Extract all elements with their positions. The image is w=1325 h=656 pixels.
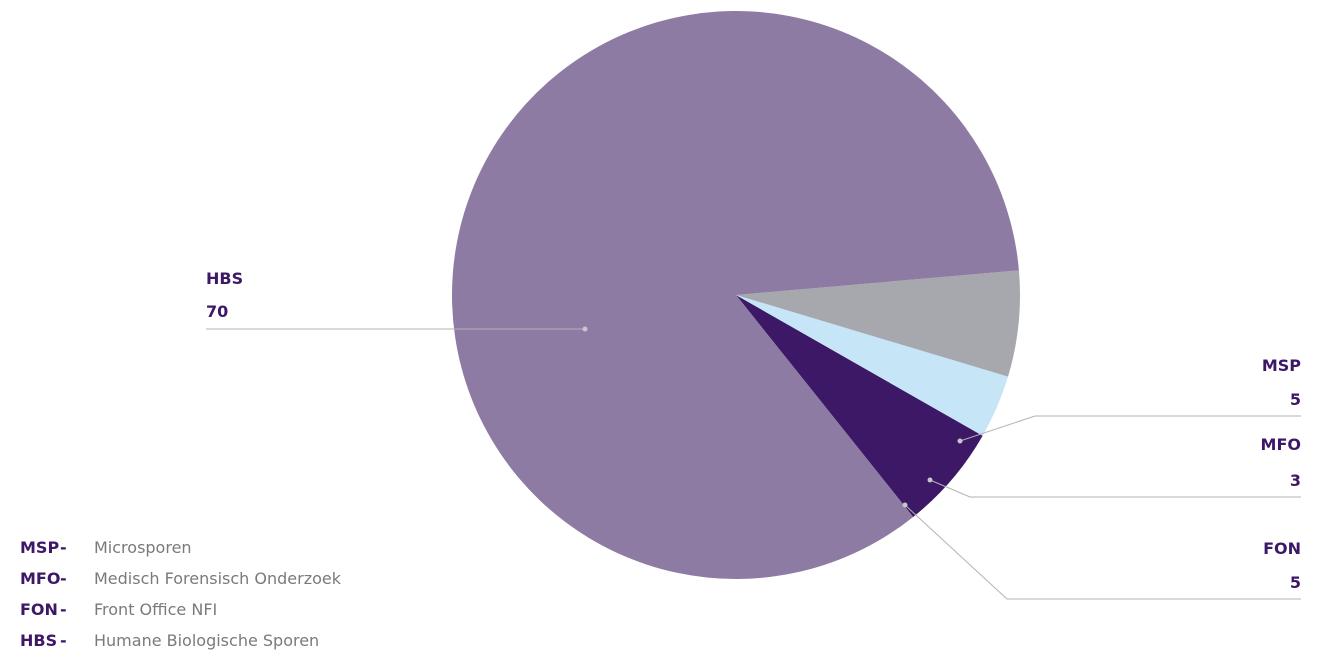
- leader-dot-hbs: [582, 326, 588, 332]
- callout-labels: HBS 70 MSP 5 MFO 3 FON 5: [206, 269, 1301, 592]
- legend-description: Humane Biologische Sporen: [94, 631, 320, 650]
- callout-value-hbs: 70: [206, 302, 228, 321]
- callout-code-mfo: MFO: [1261, 435, 1301, 454]
- callout-value-mfo: 3: [1290, 471, 1301, 490]
- leader-lines: [206, 326, 1301, 600]
- legend-dash: -: [60, 631, 67, 650]
- legend-item-fon: FON - Front Office NFI: [20, 599, 217, 620]
- legend-code: FON: [20, 600, 58, 619]
- leader-line-mfo: [929, 479, 1301, 498]
- leader-line-msp: [959, 415, 1301, 442]
- legend-dash: -: [60, 600, 67, 619]
- legend-item-hbs: HBS - Humane Biologische Sporen: [20, 630, 319, 651]
- leader-dot-fon: [902, 502, 908, 508]
- legend-code: HBS: [20, 631, 58, 650]
- legend-item-mfo: MFO- Medisch Forensisch Onderzoek: [20, 568, 341, 589]
- pie-slice-hbs: [452, 11, 1019, 580]
- pie-slice-msp: [736, 270, 1020, 377]
- legend-code: MFO: [20, 569, 61, 588]
- callout-value-msp: 5: [1290, 390, 1301, 409]
- pie-slice-fon: [736, 295, 983, 517]
- leader-dot-mfo: [927, 477, 933, 483]
- legend-code: MSP: [20, 538, 60, 557]
- callout-value-fon: 5: [1290, 573, 1301, 592]
- legend-dash: -: [60, 538, 67, 557]
- legend-dash: -: [60, 569, 67, 588]
- pie-slice-mfo: [736, 295, 1009, 436]
- legend-description: Microsporen: [94, 538, 192, 557]
- legend-item-msp: MSP- Microsporen: [20, 537, 192, 558]
- callout-code-msp: MSP: [1262, 356, 1301, 375]
- leader-line-fon: [904, 504, 1301, 600]
- callout-code-hbs: HBS: [206, 269, 243, 288]
- callout-code-fon: FON: [1263, 539, 1301, 558]
- leader-dot-msp: [957, 438, 963, 444]
- pie-slices: [452, 11, 1020, 580]
- legend-description: Medisch Forensisch Onderzoek: [94, 569, 341, 588]
- legend-description: Front Office NFI: [94, 600, 218, 619]
